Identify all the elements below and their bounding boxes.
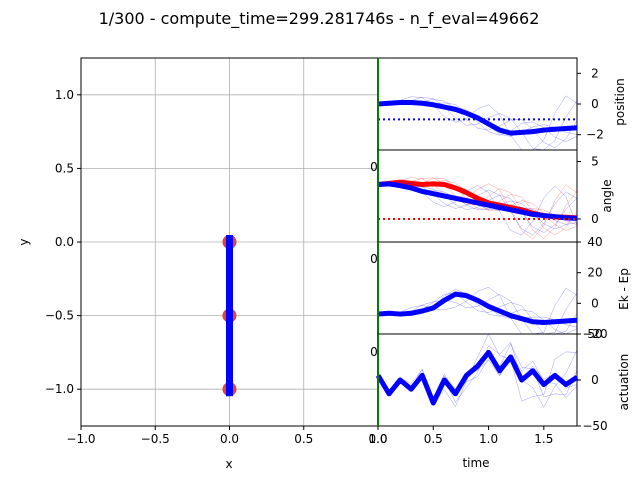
- ytick-label-energy: 20: [587, 266, 602, 280]
- energy-side-label: 0: [370, 252, 378, 266]
- pendulum-xtick-label: 1.0: [368, 432, 387, 446]
- angle-side-label: 0: [370, 160, 378, 174]
- pendulum-ytick-label: −0.5: [45, 309, 74, 323]
- ensemble-trace: [377, 183, 578, 236]
- timeseries-panels: position angle Ek - Ep actuation time 0 …: [368, 57, 631, 470]
- pendulum-ytick-label: 0.0: [55, 235, 74, 249]
- ytick-label-position: 0: [591, 97, 599, 111]
- time-xtick-label: 0.0: [368, 432, 387, 446]
- pendulum-ylabel: y: [17, 238, 31, 245]
- position-ylabel: position: [613, 78, 627, 126]
- energy-ylabel: Ek - Ep: [617, 268, 631, 310]
- pendulum-xtick-label: 0.0: [220, 432, 239, 446]
- panel-energy: 40 20 0 −20: [377, 235, 608, 341]
- actuation-side-label: 0: [370, 345, 378, 359]
- pendulum-xlabel: x: [225, 457, 232, 471]
- ensemble-trace: [377, 286, 578, 335]
- time-xlabel: time: [462, 456, 489, 470]
- ytick-label-actuation: −50: [582, 419, 607, 433]
- time-xtick-label: 0.5: [424, 432, 443, 446]
- panel-angle: 50: [377, 149, 599, 243]
- pendulum-axes: x y −1.0 −0.5 0.0 0.5 1.0 1.0 0.5 0.0 −0.5 −1.0: [17, 57, 388, 471]
- ytick-label-energy: −20: [582, 327, 607, 341]
- pendulum-ytick-label: 1.0: [55, 88, 74, 102]
- ytick-label-actuation: 0: [591, 373, 599, 387]
- ytick-label-angle: 5: [591, 155, 599, 169]
- time-xtick-label: 1.0: [479, 432, 498, 446]
- ensemble-trace: [377, 95, 578, 151]
- series-line-energy: [377, 291, 578, 325]
- time-xtick-label: 1.5: [534, 432, 553, 446]
- ensemble-trace: [377, 333, 578, 408]
- ytick-label-angle: 0: [591, 212, 599, 226]
- series-line-position: [377, 99, 578, 136]
- pendulum-xtick-label: −1.0: [66, 432, 95, 446]
- pendulum-xtick-label: −0.5: [141, 432, 170, 446]
- angle-ylabel: angle: [600, 179, 614, 212]
- ytick-label-position: −2: [586, 128, 604, 142]
- ytick-label-energy: 0: [591, 296, 599, 310]
- actuation-ylabel: actuation: [617, 354, 631, 411]
- pendulum-ytick-label: −1.0: [45, 382, 74, 396]
- ytick-label-actuation: 50: [587, 327, 602, 341]
- ytick-label-position: 2: [591, 66, 599, 80]
- ensemble-trace: [377, 177, 578, 240]
- panel-actuation: 50 0 −50 0.0 0.5 1.0 1.5: [368, 327, 607, 446]
- series-line-actuation: [375, 349, 579, 406]
- ytick-label-energy: 40: [587, 235, 602, 249]
- pendulum-ytick-label: 0.5: [55, 161, 74, 175]
- panel-frame-actuation: [377, 333, 578, 427]
- figure-suptitle: 1/300 - compute_time=299.281746s - n_f_e…: [99, 9, 540, 29]
- ensemble-trace: [377, 181, 578, 236]
- panel-position: 2 0 −2: [377, 57, 604, 151]
- series-line-angle: [377, 181, 578, 221]
- pendulum-xtick-label: 0.5: [294, 432, 313, 446]
